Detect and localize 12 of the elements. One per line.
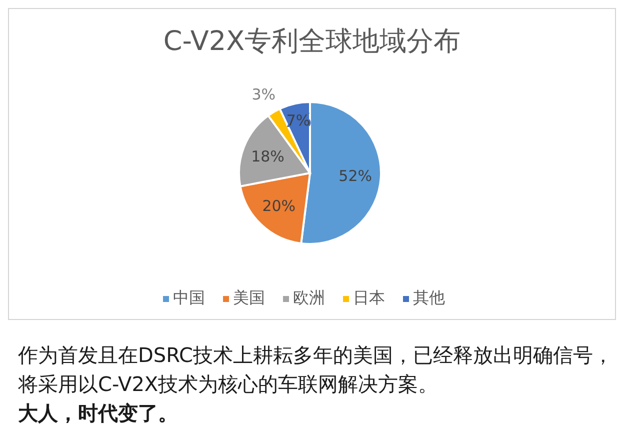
text: 大人，时代变了。 [18,400,179,427]
chart-title: C-V2X专利全球地域分布 [162,25,462,59]
data-label: 52% [338,166,372,185]
data-label: 3% [252,86,276,104]
legend-label: 欧洲 [293,288,325,307]
legend-label: 日本 [353,288,385,307]
data-label: 18% [251,147,284,166]
text: 作为首发且在DSRC技术上耕耘多年的美国，已经释放出明确信号，将采用以C-V2X技术为核心的车联网解决方案。 [18,342,614,398]
legend-label: 美国 [233,288,265,307]
data-label: 20% [262,197,296,216]
legend-label: 中国 [173,288,205,307]
legend-label: 其他 [413,288,445,307]
